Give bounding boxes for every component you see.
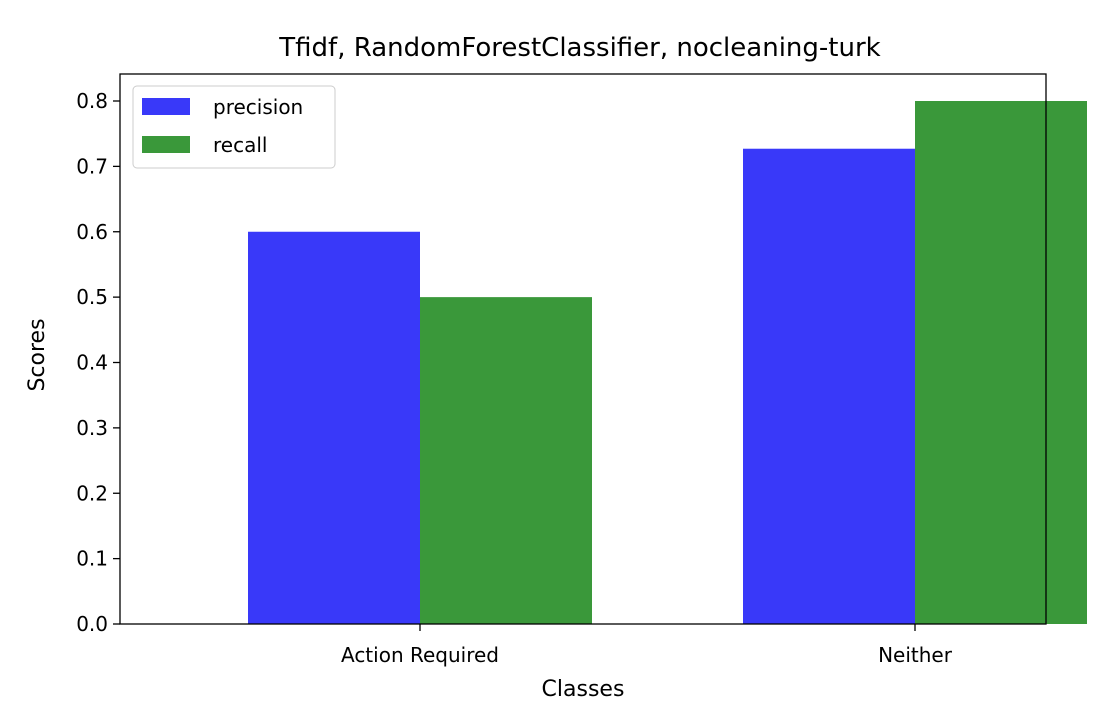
y-tick-label: 0.6 [76, 220, 108, 244]
legend-swatch-recall [142, 136, 190, 153]
x-tick-label: Action Required [341, 643, 499, 667]
bars-group [248, 101, 1087, 624]
y-tick-label: 0.3 [76, 416, 108, 440]
y-tick-label: 0.4 [76, 351, 108, 375]
bar-recall-0 [420, 297, 592, 624]
y-tick-label: 0.5 [76, 285, 108, 309]
legend-label-recall: recall [213, 133, 267, 157]
bar-recall-1 [915, 101, 1087, 624]
legend-swatch-precision [142, 98, 190, 115]
legend-label-precision: precision [213, 95, 303, 119]
y-tick-label: 0.7 [76, 154, 108, 178]
plot-frame [119, 73, 1047, 625]
y-tick-label: 0.8 [76, 89, 108, 113]
x-axis: Action Required Neither [341, 624, 953, 667]
y-tick-label: 0.2 [76, 481, 108, 505]
x-tick-label: Neither [878, 643, 953, 667]
y-axis-label: Scores [25, 318, 50, 391]
chart-title: Tfidf, RandomForestClassifier, nocleanin… [278, 33, 880, 63]
y-axis: 0.0 0.1 0.2 0.3 0.4 0.5 0.6 0.7 0.8 [76, 89, 120, 636]
y-tick-label: 0.1 [76, 547, 108, 571]
y-tick-label: 0.0 [76, 612, 108, 636]
legend: precision recall [132, 85, 336, 169]
x-axis-label: Classes [542, 677, 625, 702]
bar-precision-0 [248, 231, 420, 624]
bar-precision-1 [743, 148, 915, 624]
